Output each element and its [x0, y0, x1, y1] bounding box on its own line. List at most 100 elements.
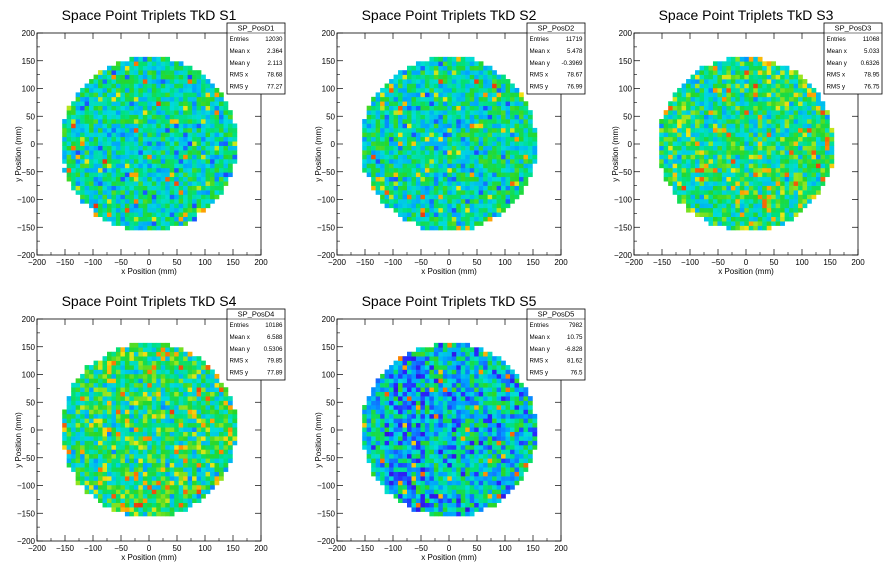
histogram-bin: [465, 141, 471, 146]
histogram-bin: [748, 163, 754, 169]
histogram-bin: [492, 176, 497, 182]
x-tick-label: 50: [770, 258, 779, 267]
histogram-bin: [84, 396, 90, 401]
histogram-bin: [465, 87, 471, 93]
histogram-bin: [98, 360, 103, 366]
histogram-bin: [753, 127, 759, 133]
histogram-bin: [75, 105, 81, 111]
histogram-bin: [201, 87, 206, 93]
histogram-bin: [487, 172, 493, 178]
histogram-bin: [156, 356, 162, 361]
histogram-bin: [107, 498, 112, 503]
histogram-bin: [478, 167, 484, 173]
histogram-bin: [138, 105, 144, 111]
histogram-bin: [120, 405, 126, 410]
histogram-bin: [66, 132, 72, 138]
histogram-bin: [178, 391, 184, 397]
histogram-bin: [478, 203, 484, 209]
histogram-bin: [111, 480, 117, 486]
histogram-bin: [227, 136, 233, 142]
histogram-bin: [789, 123, 794, 129]
histogram-bin: [789, 87, 794, 93]
histogram-bin: [824, 136, 830, 142]
histogram-bin: [699, 198, 705, 204]
histogram-bin: [75, 119, 81, 124]
histogram-bin: [438, 141, 444, 146]
histogram-bin: [205, 110, 211, 115]
histogram-bin: [663, 119, 669, 124]
histogram-bin: [178, 458, 184, 464]
histogram-bin: [802, 132, 808, 138]
histogram-bin: [107, 119, 112, 124]
histogram-bin: [690, 119, 696, 124]
histogram-bin: [510, 167, 515, 173]
histogram-bin: [71, 105, 76, 111]
histogram-bin: [84, 413, 90, 419]
histogram-bin: [187, 396, 193, 401]
histogram-bin: [677, 96, 682, 102]
histogram-bin: [514, 87, 520, 93]
histogram-bin: [748, 172, 754, 178]
histogram-bin: [138, 484, 144, 490]
histogram-bin: [142, 444, 148, 450]
histogram-bin: [465, 70, 471, 75]
histogram-bin: [187, 145, 193, 151]
histogram-bin: [107, 79, 112, 84]
histogram-bin: [120, 154, 126, 160]
histogram-bin: [695, 190, 700, 195]
histogram-bin: [169, 185, 175, 191]
histogram-bin: [510, 190, 515, 195]
histogram-bin: [151, 405, 157, 410]
histogram-bin: [677, 145, 682, 151]
histogram-bin: [183, 493, 188, 499]
histogram-bin: [807, 136, 812, 142]
x-tick-label: 100: [198, 258, 212, 267]
histogram-bin: [98, 74, 103, 80]
histogram-bin: [704, 190, 709, 195]
histogram-bin: [744, 212, 750, 218]
histogram-bin: [205, 462, 211, 468]
histogram-bin: [474, 114, 479, 120]
histogram-bin: [460, 145, 466, 151]
histogram-bin: [174, 391, 179, 397]
histogram-bin: [124, 216, 130, 222]
histogram-bin: [75, 167, 81, 173]
histogram-bin: [84, 422, 90, 428]
histogram-bin: [115, 176, 121, 182]
histogram-bin: [214, 101, 220, 107]
histogram-bin: [169, 498, 175, 503]
histogram-bin: [478, 181, 484, 186]
histogram-bin: [686, 167, 691, 173]
histogram-bin: [501, 127, 506, 133]
histogram-bin: [129, 70, 135, 75]
histogram-bin: [726, 83, 732, 89]
histogram-bin: [519, 158, 524, 164]
histogram-bin: [115, 360, 121, 366]
histogram-bin: [438, 158, 444, 164]
histogram-bin: [151, 190, 157, 195]
histogram-bin: [196, 378, 202, 384]
histogram-bin: [677, 123, 682, 129]
histogram-bin: [133, 489, 139, 495]
histogram-bin: [138, 507, 144, 512]
histogram-bin: [739, 110, 745, 115]
histogram-bin: [775, 70, 781, 75]
histogram-bin: [133, 87, 139, 93]
histogram-bin: [744, 176, 750, 182]
histogram-bin: [460, 190, 466, 195]
histogram-bin: [411, 154, 417, 160]
histogram-bin: [496, 163, 502, 169]
histogram-bin: [102, 74, 108, 80]
histogram-bin: [138, 431, 144, 437]
histogram-bin: [501, 150, 506, 155]
y-tick-label: 50: [26, 112, 35, 121]
histogram-bin: [147, 87, 153, 93]
histogram-bin: [389, 181, 394, 186]
histogram-bin: [766, 123, 772, 129]
histogram-bin: [393, 123, 399, 129]
histogram-bin: [757, 141, 763, 146]
histogram-bin: [663, 167, 669, 173]
histogram-bin: [708, 70, 714, 75]
histogram-bin: [744, 172, 750, 178]
histogram-bin: [438, 212, 444, 218]
